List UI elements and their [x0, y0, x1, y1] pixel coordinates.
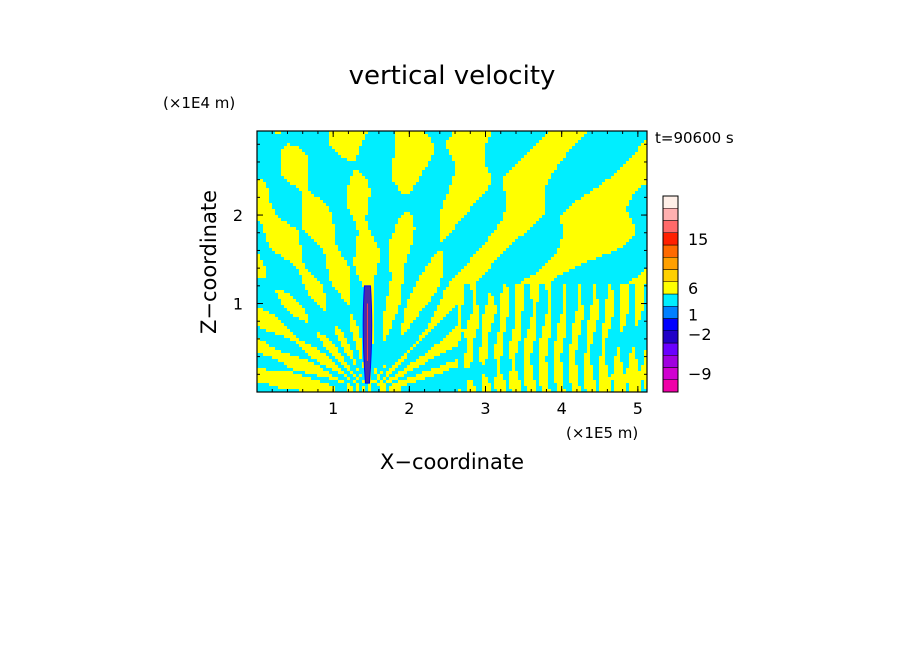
colorbar-label: 6	[688, 279, 698, 298]
colorbar	[662, 195, 679, 393]
colorbar-swatch	[662, 269, 679, 282]
y-tick-label: 2	[233, 206, 243, 225]
colorbar-swatch	[662, 195, 679, 209]
plot-frame	[256, 130, 648, 393]
colorbar-swatch	[662, 293, 679, 307]
colorbar-swatch	[662, 318, 679, 331]
y-unit-label: (×1E4 m)	[163, 94, 235, 112]
colorbar-swatch	[662, 281, 679, 295]
y-axis-label: Z−coordinate	[197, 190, 221, 334]
colorbar-swatch	[662, 342, 679, 356]
x-unit-label: (×1E5 m)	[566, 424, 638, 442]
chart-title: vertical velocity	[349, 61, 556, 91]
x-tick-label: 1	[328, 399, 338, 418]
colorbar-swatch	[662, 379, 679, 393]
x-tick-label: 3	[480, 399, 490, 418]
colorbar-swatch	[662, 367, 679, 380]
y-tick-label: 1	[233, 295, 243, 314]
colorbar-label: −2	[688, 325, 712, 344]
colorbar-swatch	[662, 257, 679, 270]
time-label: t=90600 s	[655, 129, 734, 147]
colorbar-swatch	[662, 220, 679, 233]
y-axis: 12	[233, 143, 647, 375]
x-axis-label: X−coordinate	[380, 450, 524, 474]
colorbar-label: −9	[688, 364, 712, 383]
colorbar-frame	[662, 195, 679, 393]
colorbar-swatch	[662, 232, 679, 246]
x-tick-label: 4	[557, 399, 567, 418]
colorbar-swatch	[662, 330, 679, 344]
x-axis: 1 2 3 4 5	[271, 131, 643, 418]
colorbar-label: 15	[688, 230, 708, 249]
velocity-field	[257, 131, 647, 392]
colorbar-swatch	[662, 208, 679, 221]
colorbar-swatch	[662, 306, 679, 319]
field-cells	[257, 131, 647, 392]
colorbar-swatch	[662, 244, 679, 258]
colorbar-labels: 15 6 1−2 −9	[688, 230, 712, 383]
x-tick-label: 5	[633, 399, 643, 418]
colorbar-swatch	[662, 355, 679, 368]
colorbar-label: 1	[688, 306, 698, 325]
x-tick-label: 2	[404, 399, 414, 418]
